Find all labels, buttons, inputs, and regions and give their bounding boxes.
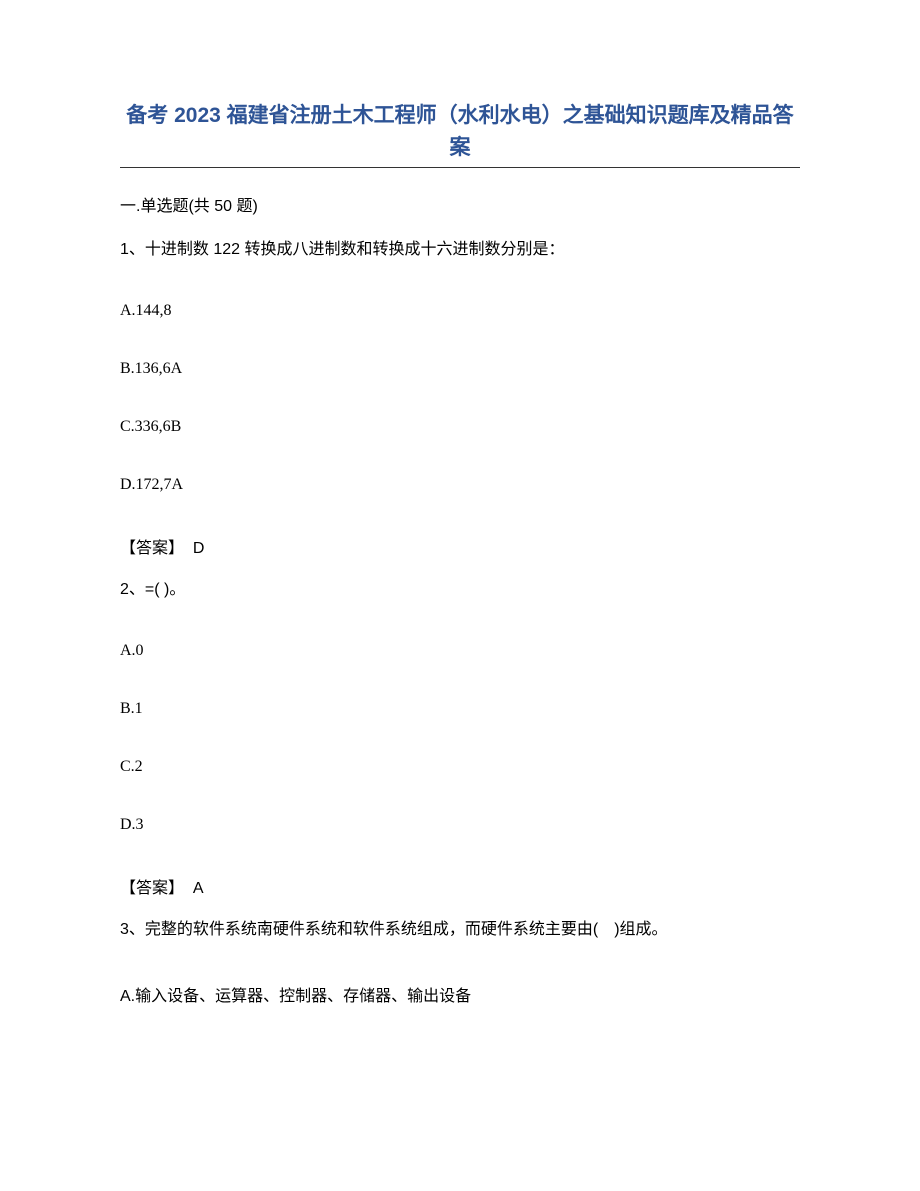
question-2-option-d: D.3 (120, 816, 800, 834)
question-1-answer: 【答案】 D (120, 534, 800, 558)
answer-label: 【答案】 (120, 880, 184, 897)
question-2-answer: 【答案】 A (120, 874, 800, 898)
answer-value: A (193, 880, 204, 897)
question-2-text: 2、=( )。 (120, 578, 800, 602)
question-2-option-c: C.2 (120, 758, 800, 776)
answer-value: D (193, 540, 205, 557)
question-3-text: 3、完整的软件系统南硬件系统和软件系统组成，而硬件系统主要由( )组成。 (120, 918, 800, 942)
title-divider (120, 167, 800, 168)
document-title-line1: 备考 2023 福建省注册土木工程师（水利水电）之基础知识题库及精品答 (120, 100, 800, 132)
question-3-option-a: A.输入设备、运算器、控制器、存储器、输出设备 (120, 982, 800, 1006)
question-2-option-b: B.1 (120, 700, 800, 718)
question-1-option-b: B.136,6A (120, 360, 800, 378)
document-title-line2: 案 (120, 132, 800, 164)
question-1-option-a: A.144,8 (120, 302, 800, 320)
question-1-text: 1、十进制数 122 转换成八进制数和转换成十六进制数分别是： (120, 238, 800, 262)
question-1-option-c: C.336,6B (120, 418, 800, 436)
question-2-option-a: A.0 (120, 642, 800, 660)
section-header: 一.单选题(共 50 题) (120, 192, 800, 216)
answer-label: 【答案】 (120, 540, 184, 557)
question-1-option-d: D.172,7A (120, 476, 800, 494)
